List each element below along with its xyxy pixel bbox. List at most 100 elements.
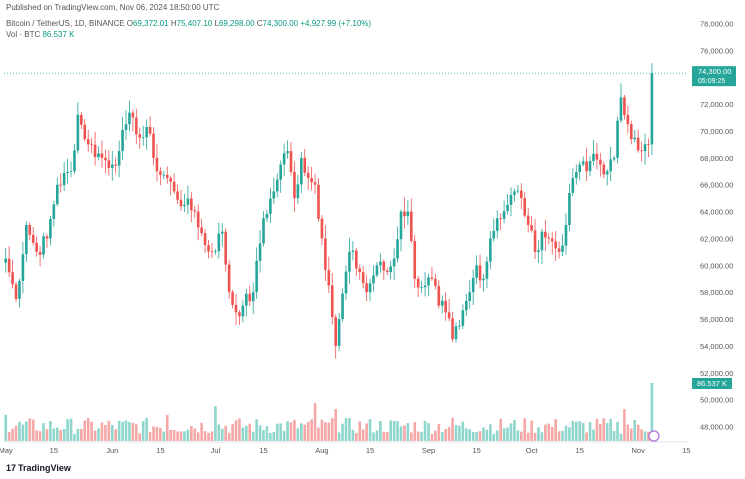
volume-bar [296, 428, 300, 441]
volume-bar [392, 420, 396, 441]
volume-bar [196, 432, 200, 441]
open-label: O [126, 19, 134, 28]
price-tick-label: 70,000.00 [700, 127, 733, 136]
volume-bar [420, 431, 423, 441]
candle-body [475, 265, 478, 278]
candle-body [117, 151, 121, 166]
candle-body [248, 293, 252, 302]
price-tick-label: 66,000.00 [700, 181, 733, 190]
candle-body [272, 191, 276, 199]
volume-bar [602, 418, 606, 441]
volume-bar [361, 429, 365, 441]
candle-body [93, 144, 97, 158]
volume-bar [114, 429, 118, 441]
candle-body [28, 225, 32, 235]
volume-bar [93, 430, 97, 441]
volume-bar [76, 428, 80, 441]
volume-bar [643, 431, 647, 441]
volume-bar [7, 431, 11, 441]
volume-bar [599, 423, 602, 441]
volume-bar [341, 423, 344, 441]
volume-bar [458, 425, 461, 441]
time-tick-label: 15 [156, 446, 164, 455]
volume-bar [138, 433, 142, 441]
volume-bar [155, 426, 159, 441]
volume-bar [227, 432, 231, 441]
candle-body [255, 260, 258, 293]
volume-bar [385, 432, 389, 441]
candle-body [458, 325, 461, 327]
candle-body [110, 164, 114, 168]
candle-body [547, 237, 551, 239]
volume-bar [21, 424, 25, 441]
candle-body [227, 264, 231, 293]
candle-body [186, 198, 190, 205]
candle-body [107, 160, 111, 168]
candle-body [592, 153, 595, 161]
volume-bar [104, 424, 107, 441]
candle-body [550, 238, 554, 242]
price-tick-label: 68,000.00 [700, 154, 733, 163]
symbol-name: Bitcoin / TetherUS, 1D, BINANCE [6, 19, 125, 28]
volume-bar [355, 433, 358, 441]
candle-body [220, 231, 224, 234]
candle-body [59, 184, 63, 186]
volume-bar [234, 420, 238, 441]
candle-body [454, 326, 458, 340]
volume-bar [269, 432, 272, 441]
volume-bar [303, 424, 307, 441]
volume-bar [183, 431, 186, 441]
candle-body [203, 233, 207, 246]
volume-bar [578, 421, 582, 441]
candle-body [619, 97, 623, 121]
volume-bar [148, 432, 152, 441]
candle-body [410, 211, 413, 241]
volume-bar [69, 418, 73, 441]
volume-bar [499, 418, 502, 441]
candle-body [303, 157, 307, 173]
volume-bar [509, 423, 513, 441]
volume-bar [358, 421, 362, 441]
candle-body [509, 194, 513, 205]
candle-body [368, 283, 372, 293]
volume-bar [62, 428, 66, 441]
candle-body [609, 159, 612, 172]
candle-body [25, 225, 28, 255]
volume-bar [241, 427, 245, 441]
volume-bar [410, 432, 413, 441]
volume-bar [547, 423, 551, 441]
volume-bar [128, 421, 131, 441]
candle-body [561, 245, 564, 252]
volume-bar [121, 421, 124, 441]
candle-body [337, 319, 341, 346]
volume-bar [159, 427, 162, 441]
volume-bar [616, 421, 619, 441]
candle-body [523, 198, 527, 216]
candle-body [599, 159, 602, 165]
volume-bar [557, 431, 561, 441]
candle-body [73, 150, 76, 172]
volume-bar [451, 417, 454, 441]
volume-bar [550, 427, 554, 441]
candle-body [361, 272, 365, 284]
candle-body [526, 215, 530, 225]
volume-bar [86, 418, 90, 441]
candle-body [21, 254, 25, 281]
candle-body [152, 133, 155, 158]
volume-bar [650, 383, 654, 441]
volume-bar [45, 429, 49, 441]
volume-bar [214, 406, 217, 441]
volume-bar [595, 418, 599, 441]
volume-bar [413, 422, 417, 441]
bar-countdown-label: 05:09:25 [698, 78, 725, 85]
volume-bar [516, 430, 520, 441]
volume-bar [279, 423, 282, 441]
volume-bar [193, 428, 197, 441]
candle-body [124, 124, 128, 130]
candle-body [38, 251, 42, 255]
candle-body [279, 164, 282, 180]
volume-bar [306, 421, 310, 441]
candle-body [389, 266, 392, 273]
volume-bar [90, 421, 93, 441]
